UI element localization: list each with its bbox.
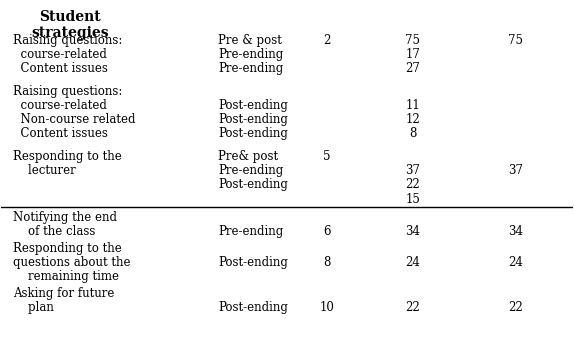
Text: Pre-ending: Pre-ending [219, 48, 284, 61]
Text: Asking for future: Asking for future [13, 287, 114, 300]
Text: Non-course related: Non-course related [13, 113, 135, 126]
Text: Post-ending: Post-ending [219, 178, 288, 191]
Text: Pre-ending: Pre-ending [219, 164, 284, 177]
Text: Post-ending: Post-ending [219, 127, 288, 140]
Text: Pre-ending: Pre-ending [219, 62, 284, 75]
Text: 37: 37 [508, 164, 523, 177]
Text: Notifying the end: Notifying the end [13, 211, 117, 224]
Text: 37: 37 [405, 164, 420, 177]
Text: questions about the: questions about the [13, 256, 130, 269]
Text: 17: 17 [405, 48, 420, 61]
Text: 34: 34 [508, 225, 523, 238]
Text: Student
strategies: Student strategies [31, 10, 108, 40]
Text: 22: 22 [405, 301, 420, 314]
Text: Pre-ending: Pre-ending [219, 225, 284, 238]
Text: 11: 11 [405, 99, 420, 112]
Text: 6: 6 [323, 225, 331, 238]
Text: remaining time: remaining time [13, 270, 119, 283]
Text: Post-ending: Post-ending [219, 113, 288, 126]
Text: Responding to the: Responding to the [13, 150, 122, 163]
Text: Post-ending: Post-ending [219, 256, 288, 269]
Text: course-related: course-related [13, 99, 107, 112]
Text: lecturer: lecturer [13, 164, 76, 177]
Text: of the class: of the class [13, 225, 95, 238]
Text: 75: 75 [405, 34, 420, 47]
Text: 27: 27 [405, 62, 420, 75]
Text: Responding to the: Responding to the [13, 242, 122, 255]
Text: Pre& post: Pre& post [219, 150, 278, 163]
Text: 24: 24 [508, 256, 523, 269]
Text: 34: 34 [405, 225, 420, 238]
Text: 15: 15 [405, 193, 420, 206]
Text: 2: 2 [323, 34, 331, 47]
Text: 12: 12 [405, 113, 420, 126]
Text: Post-ending: Post-ending [219, 99, 288, 112]
Text: course-related: course-related [13, 48, 107, 61]
Text: Raising questions:: Raising questions: [13, 85, 122, 98]
Text: 5: 5 [323, 150, 331, 163]
Text: Pre & post: Pre & post [219, 34, 282, 47]
Text: 22: 22 [405, 178, 420, 191]
Text: Content issues: Content issues [13, 127, 108, 140]
Text: Content issues: Content issues [13, 62, 108, 75]
Text: Raising questions:: Raising questions: [13, 34, 122, 47]
Text: Post-ending: Post-ending [219, 301, 288, 314]
Text: 24: 24 [405, 256, 420, 269]
Text: 75: 75 [508, 34, 523, 47]
Text: 8: 8 [323, 256, 331, 269]
Text: 22: 22 [508, 301, 523, 314]
Text: 10: 10 [320, 301, 335, 314]
Text: 8: 8 [409, 127, 416, 140]
Text: plan: plan [13, 301, 54, 314]
